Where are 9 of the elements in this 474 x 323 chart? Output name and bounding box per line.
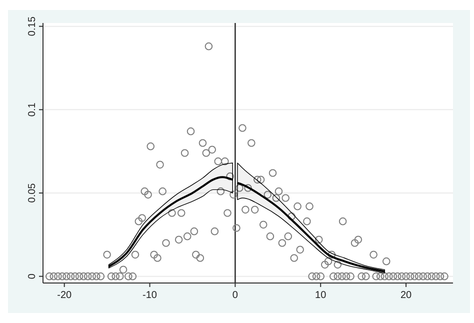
x-tick-label: 0 <box>232 290 238 301</box>
x-tick-label: -10 <box>142 290 158 301</box>
y-tick-label: 0.05 <box>27 182 38 203</box>
y-tick-label: 0.1 <box>27 102 38 117</box>
x-tick-label: 10 <box>315 290 327 301</box>
y-tick-label: 0 <box>27 273 38 280</box>
y-tick-label: 0.15 <box>27 16 38 36</box>
x-tick-label: 20 <box>400 290 412 301</box>
x-tick-label: -20 <box>57 290 72 301</box>
